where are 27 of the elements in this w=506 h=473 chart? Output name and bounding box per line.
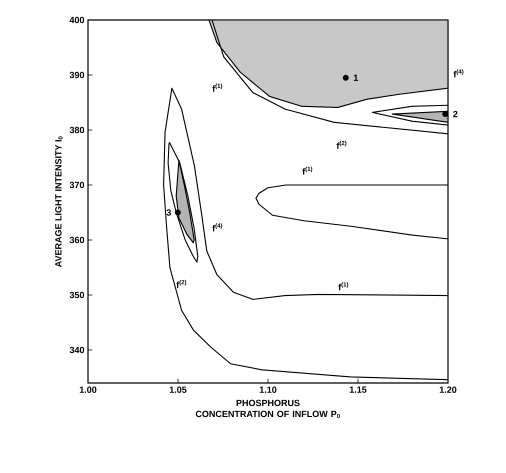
- text: f$^{(4)}$: [454, 69, 464, 78]
- annotation: 3: [166, 209, 171, 216]
- y-axis-title: AVERAGE LIGHT INTENSITY I$_{0}$: [55, 136, 63, 268]
- y-tick-label: 390: [70, 72, 84, 78]
- annotation: f$^{(1)}$: [338, 282, 348, 290]
- annotation: f$^{(4)}$: [212, 223, 222, 232]
- line-series: [168, 142, 198, 263]
- annotation: f$^{(2)}$: [176, 280, 186, 288]
- y-tick-label: 360: [70, 236, 84, 244]
- x-tick-label: 1.00: [80, 386, 96, 393]
- x-axis-title: PHOSPHORUS CONCENTRATION OF INFLOW P$_{0}$: [196, 400, 340, 418]
- y-tick-label: 350: [70, 292, 84, 298]
- annotation: f$^{(2)}$: [336, 140, 346, 149]
- point: [342, 74, 349, 81]
- x-tick-label: 1.05: [170, 386, 187, 393]
- x-tick-label: 1.10: [260, 386, 276, 393]
- x-tick-label: 1.15: [350, 386, 367, 393]
- y-tick-label: 340: [70, 346, 84, 354]
- annotation: 2: [453, 110, 458, 118]
- point: [174, 209, 181, 216]
- x-tick-label: 1.20: [440, 386, 456, 393]
- y-tick-label: 400: [70, 16, 84, 24]
- y-tick-label: 380: [70, 126, 84, 134]
- annotation: f$^{(1)}$: [212, 84, 222, 92]
- annotation: f$^{(1)}$: [302, 166, 312, 175]
- annotation: 1: [354, 74, 358, 81]
- y-tick-label: 370: [70, 182, 84, 188]
